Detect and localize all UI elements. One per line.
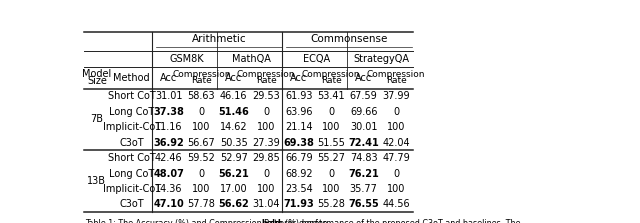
Text: 56.21: 56.21 bbox=[218, 169, 249, 179]
Text: 67.59: 67.59 bbox=[350, 91, 378, 101]
Text: Commonsense: Commonsense bbox=[310, 34, 388, 44]
Text: C3oT: C3oT bbox=[119, 200, 144, 209]
Text: 0: 0 bbox=[393, 169, 399, 179]
Text: 69.38: 69.38 bbox=[284, 138, 314, 148]
Text: 37.99: 37.99 bbox=[382, 91, 410, 101]
Text: 66.79: 66.79 bbox=[285, 153, 312, 163]
Text: Rate: Rate bbox=[321, 76, 342, 85]
Text: 0: 0 bbox=[328, 107, 334, 117]
Text: 100: 100 bbox=[257, 122, 275, 132]
Text: 0: 0 bbox=[328, 169, 334, 179]
Text: Compression: Compression bbox=[237, 70, 296, 78]
Text: Implicit-CoT: Implicit-CoT bbox=[102, 122, 161, 132]
Text: Rate: Rate bbox=[256, 76, 276, 85]
Text: 29.85: 29.85 bbox=[252, 153, 280, 163]
Text: Acc: Acc bbox=[160, 73, 177, 83]
Text: 58.63: 58.63 bbox=[188, 91, 215, 101]
Text: 56.67: 56.67 bbox=[188, 138, 215, 148]
Text: Rate: Rate bbox=[191, 76, 212, 85]
Text: 42.46: 42.46 bbox=[155, 153, 182, 163]
Text: 0: 0 bbox=[263, 107, 269, 117]
Text: 14.36: 14.36 bbox=[155, 184, 182, 194]
Text: Short CoT: Short CoT bbox=[108, 153, 156, 163]
Text: 36.92: 36.92 bbox=[154, 138, 184, 148]
Text: MathQA: MathQA bbox=[232, 54, 271, 64]
Text: 11.16: 11.16 bbox=[155, 122, 182, 132]
Text: Method: Method bbox=[113, 73, 150, 83]
Text: 0: 0 bbox=[263, 169, 269, 179]
Text: 76.21: 76.21 bbox=[348, 169, 379, 179]
Text: 100: 100 bbox=[387, 184, 405, 194]
Text: Compression: Compression bbox=[172, 70, 230, 78]
Text: Model: Model bbox=[82, 69, 111, 79]
Text: scores denote: scores denote bbox=[268, 219, 327, 223]
Text: Short CoT: Short CoT bbox=[108, 91, 156, 101]
Text: 0: 0 bbox=[198, 169, 204, 179]
Text: 74.83: 74.83 bbox=[350, 153, 378, 163]
Text: 44.56: 44.56 bbox=[382, 200, 410, 209]
Text: 100: 100 bbox=[192, 184, 211, 194]
Text: 46.16: 46.16 bbox=[220, 91, 248, 101]
Text: 61.93: 61.93 bbox=[285, 91, 312, 101]
Text: 76.55: 76.55 bbox=[348, 200, 379, 209]
Text: 27.39: 27.39 bbox=[252, 138, 280, 148]
Text: 31.04: 31.04 bbox=[253, 200, 280, 209]
Text: 47.79: 47.79 bbox=[382, 153, 410, 163]
Text: 68.92: 68.92 bbox=[285, 169, 312, 179]
Text: Acc: Acc bbox=[355, 73, 372, 83]
Text: C3oT: C3oT bbox=[119, 138, 144, 148]
Text: Long CoT: Long CoT bbox=[109, 107, 154, 117]
Text: 14.62: 14.62 bbox=[220, 122, 248, 132]
Text: 21.14: 21.14 bbox=[285, 122, 312, 132]
Text: 71.93: 71.93 bbox=[284, 200, 314, 209]
Text: 100: 100 bbox=[322, 184, 340, 194]
Text: 69.66: 69.66 bbox=[350, 107, 378, 117]
Text: Acc: Acc bbox=[290, 73, 307, 83]
Text: 48.07: 48.07 bbox=[154, 169, 184, 179]
Text: Rate: Rate bbox=[386, 76, 406, 85]
Text: Arithmetic: Arithmetic bbox=[192, 34, 246, 44]
Text: 7B: 7B bbox=[90, 114, 104, 124]
Text: ECQA: ECQA bbox=[303, 54, 330, 64]
Text: GSM8K: GSM8K bbox=[170, 54, 204, 64]
Text: Implicit-CoT: Implicit-CoT bbox=[102, 184, 161, 194]
Text: 53.41: 53.41 bbox=[317, 91, 345, 101]
Text: 17.00: 17.00 bbox=[220, 184, 248, 194]
Text: 51.46: 51.46 bbox=[218, 107, 249, 117]
Text: 100: 100 bbox=[192, 122, 211, 132]
Text: 29.53: 29.53 bbox=[252, 91, 280, 101]
Text: Table 1: The Accuracy (%) and Compression Rate (%) performance of the proposed C: Table 1: The Accuracy (%) and Compressio… bbox=[85, 219, 523, 223]
Text: 55.27: 55.27 bbox=[317, 153, 345, 163]
Text: 0: 0 bbox=[198, 107, 204, 117]
Text: 31.01: 31.01 bbox=[155, 91, 182, 101]
Text: 0: 0 bbox=[393, 107, 399, 117]
Text: Compression: Compression bbox=[367, 70, 426, 78]
Text: 13B: 13B bbox=[88, 176, 106, 186]
Text: 35.77: 35.77 bbox=[350, 184, 378, 194]
Text: 72.41: 72.41 bbox=[348, 138, 379, 148]
Text: 100: 100 bbox=[322, 122, 340, 132]
Text: Long CoT: Long CoT bbox=[109, 169, 154, 179]
Text: 23.54: 23.54 bbox=[285, 184, 312, 194]
Text: 56.62: 56.62 bbox=[218, 200, 249, 209]
Text: 37.38: 37.38 bbox=[154, 107, 184, 117]
Text: 47.10: 47.10 bbox=[154, 200, 184, 209]
Text: 55.28: 55.28 bbox=[317, 200, 345, 209]
Text: 42.04: 42.04 bbox=[382, 138, 410, 148]
Text: 57.78: 57.78 bbox=[188, 200, 215, 209]
Text: 100: 100 bbox=[387, 122, 405, 132]
Text: StrategyQA: StrategyQA bbox=[354, 54, 410, 64]
Text: 100: 100 bbox=[257, 184, 275, 194]
Text: bold: bold bbox=[261, 219, 281, 223]
Text: 63.96: 63.96 bbox=[285, 107, 312, 117]
Text: Acc: Acc bbox=[225, 73, 243, 83]
Text: Compression: Compression bbox=[302, 70, 360, 78]
Text: 59.52: 59.52 bbox=[188, 153, 215, 163]
Text: 51.55: 51.55 bbox=[317, 138, 345, 148]
Text: 50.35: 50.35 bbox=[220, 138, 248, 148]
Text: Size: Size bbox=[87, 76, 107, 86]
Text: 52.97: 52.97 bbox=[220, 153, 248, 163]
Text: 30.01: 30.01 bbox=[350, 122, 378, 132]
